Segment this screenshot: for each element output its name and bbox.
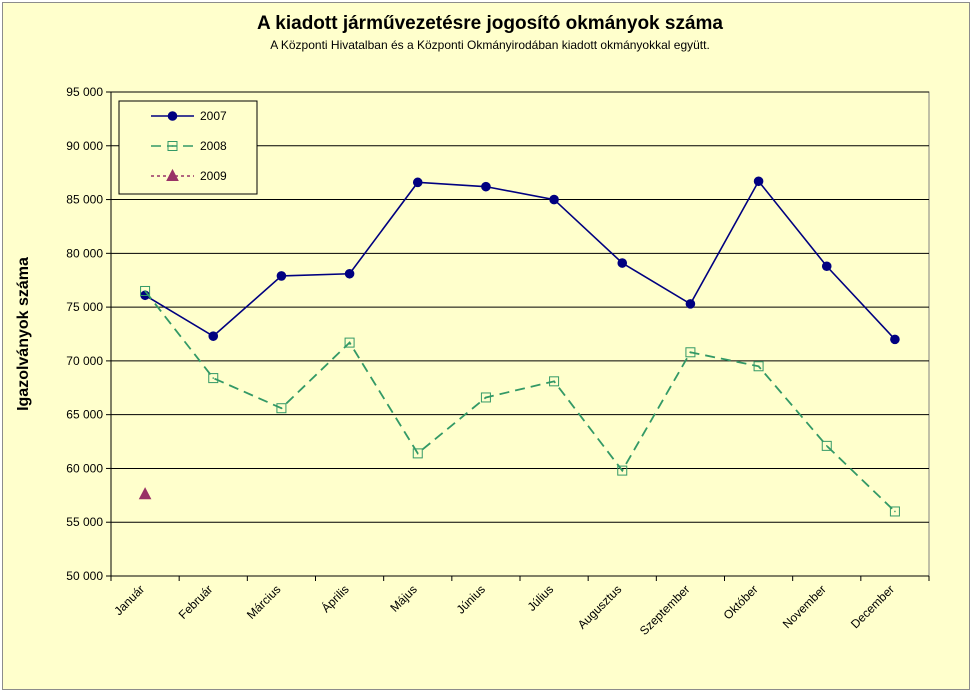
data-point-2008 xyxy=(140,285,151,296)
x-tick-label: Július xyxy=(525,582,557,614)
marker-dot xyxy=(171,145,174,147)
y-tick-label: 70 000 xyxy=(66,354,103,368)
marker-dot xyxy=(826,445,828,447)
marker-dot xyxy=(757,365,760,367)
x-tick-labels: Január Február Március Április Május Június Jú… xyxy=(111,582,897,638)
marker-dot xyxy=(689,351,692,353)
legend-box xyxy=(118,100,258,195)
data-point-2008 xyxy=(480,392,491,403)
marker-dot xyxy=(894,510,896,513)
series-line-2008 xyxy=(144,290,896,513)
data-point-2008 xyxy=(549,376,560,387)
x-tick-label: Május xyxy=(387,582,420,615)
marker-dot xyxy=(417,452,419,455)
legend-label: 2009 xyxy=(200,169,227,183)
marker-dot xyxy=(553,380,555,383)
y-axis-label: Igazolványok száma xyxy=(15,257,32,411)
series-2007 xyxy=(140,176,900,345)
y-tick-label: 55 000 xyxy=(66,515,103,529)
series-line-2007 xyxy=(144,179,896,340)
marker-dot xyxy=(348,341,351,344)
y-tick-label: 50 000 xyxy=(66,569,103,583)
marker-square xyxy=(167,141,178,151)
data-point-2008 xyxy=(821,440,832,451)
marker-square xyxy=(208,373,219,384)
series-2009 xyxy=(138,487,152,500)
marker-square xyxy=(549,376,560,387)
y-tick-label: 90 000 xyxy=(66,139,103,153)
chart-title: A kiadott járművezetésre jogosító okmány… xyxy=(257,13,723,34)
data-point-2008 xyxy=(617,465,628,476)
marker-dot xyxy=(144,290,146,292)
data-point-2008 xyxy=(208,373,219,384)
data-point-2007 xyxy=(890,334,900,345)
marker-square xyxy=(140,285,151,296)
chart-subtitle: A Központi Hivatalban és a Központi Okmá… xyxy=(270,38,710,52)
y-tick-label: 80 000 xyxy=(66,246,103,260)
x-tick-label: Szeptember xyxy=(637,582,693,638)
legend-item-2007: 2007 xyxy=(151,109,227,123)
marker-dot xyxy=(621,469,623,472)
axes xyxy=(106,91,930,581)
x-tick-label: Február xyxy=(176,582,216,622)
x-tick-label: Január xyxy=(111,582,147,618)
legend: 2007 2008 2009 xyxy=(118,100,258,195)
x-tick-label: Március xyxy=(244,582,284,622)
legend-label: 2008 xyxy=(200,139,227,153)
marker-square xyxy=(889,506,900,517)
marker-square xyxy=(480,392,491,403)
data-point-2007 xyxy=(412,177,423,188)
data-point-2008 xyxy=(412,448,423,459)
data-point-2008 xyxy=(344,337,355,348)
marker-square xyxy=(617,465,628,476)
legend-marker xyxy=(167,111,178,121)
series-2008 xyxy=(140,285,900,517)
legend-label: 2007 xyxy=(200,109,227,123)
data-point-2008 xyxy=(889,506,900,517)
legend-item-2008: 2008 xyxy=(151,139,227,153)
marker-square xyxy=(753,361,764,372)
data-point-2007 xyxy=(617,258,628,268)
marker-square xyxy=(276,403,287,414)
grid-lines xyxy=(111,91,929,523)
x-tick-label: Április xyxy=(318,582,352,616)
marker-square xyxy=(412,448,423,459)
marker-dot xyxy=(212,377,214,379)
data-point-2007 xyxy=(549,194,559,205)
series-layer xyxy=(138,176,900,517)
data-point-2007 xyxy=(685,299,696,309)
y-tick-label: 95 000 xyxy=(66,85,103,99)
x-tick-label: Augusztus xyxy=(575,582,625,632)
data-point-2008 xyxy=(685,347,696,358)
marker-dot xyxy=(280,407,283,409)
data-point-2009 xyxy=(138,487,152,500)
x-tick-label: December xyxy=(848,582,897,631)
data-point-2007 xyxy=(821,261,832,272)
data-point-2007 xyxy=(344,268,355,279)
data-point-2007 xyxy=(753,176,764,187)
legend-marker xyxy=(166,168,179,181)
marker-square xyxy=(685,347,696,358)
data-point-2007 xyxy=(276,271,287,281)
marker-dot xyxy=(485,396,487,399)
marker-square xyxy=(344,337,355,348)
x-tick-label: Október xyxy=(721,582,761,622)
legend-marker xyxy=(167,141,178,151)
data-point-2008 xyxy=(753,361,764,372)
y-tick-label: 65 000 xyxy=(66,408,103,422)
data-point-2007 xyxy=(481,181,491,192)
y-tick-labels: 50 000 55 000 60 000 65 000 70 000 75 000 80 0… xyxy=(66,85,103,583)
legend-item-2009: 2009 xyxy=(151,168,227,183)
y-tick-label: 85 000 xyxy=(66,193,103,207)
y-tick-label: 75 000 xyxy=(66,300,103,314)
x-tick-label: November xyxy=(780,582,829,631)
x-tick-label: Június xyxy=(454,582,488,616)
data-point-2007 xyxy=(208,331,219,341)
y-tick-label: 60 000 xyxy=(66,461,103,475)
marker-square xyxy=(821,440,832,451)
data-point-2008 xyxy=(276,403,287,414)
